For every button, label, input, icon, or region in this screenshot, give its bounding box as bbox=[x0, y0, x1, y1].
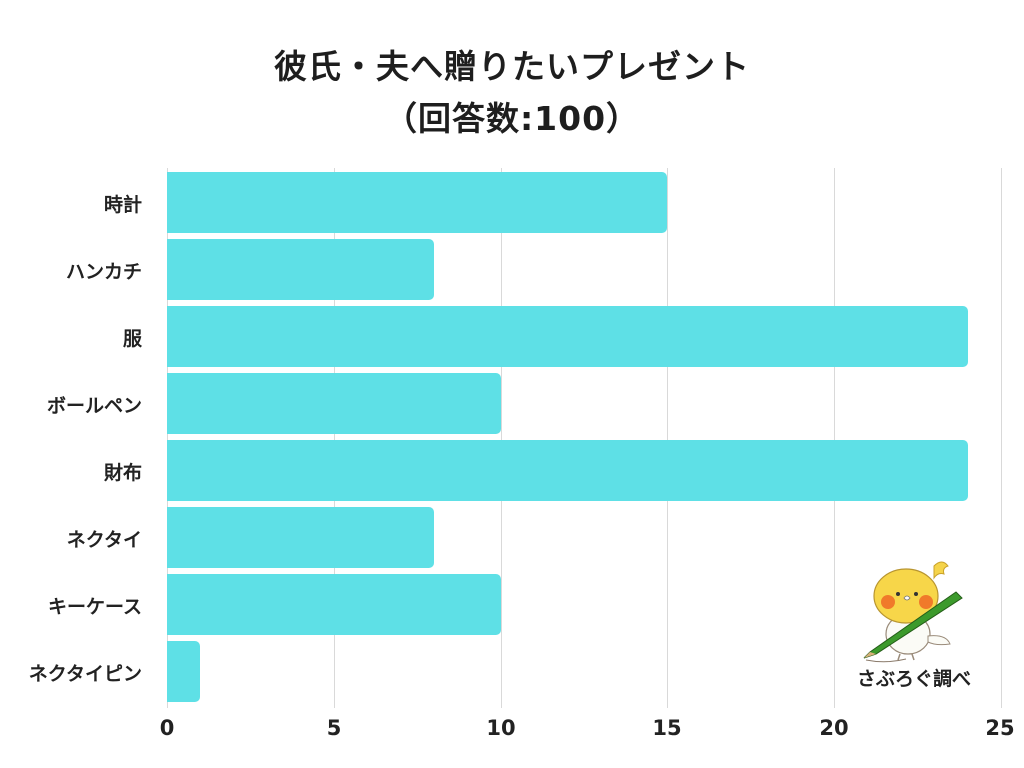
bar-wallet bbox=[167, 440, 968, 501]
cockatiel-mascot-icon bbox=[863, 561, 963, 663]
chart-subtitle: （回答数:100） bbox=[383, 99, 641, 138]
gridline bbox=[1001, 168, 1002, 708]
y-label: 財布 bbox=[103, 462, 142, 484]
x-tick: 5 bbox=[326, 716, 342, 740]
x-tick: 10 bbox=[486, 716, 516, 740]
bar-key-case bbox=[167, 574, 501, 635]
y-label: キーケース bbox=[47, 596, 142, 618]
bar-tie-pin bbox=[167, 641, 201, 702]
y-label: 服 bbox=[122, 328, 142, 350]
bar-handkerchief bbox=[167, 239, 434, 300]
y-label: ハンカチ bbox=[65, 261, 142, 283]
bar-clothes bbox=[167, 306, 968, 367]
bar-watch bbox=[167, 172, 668, 233]
y-label: 時計 bbox=[103, 194, 142, 216]
x-tick: 20 bbox=[819, 716, 849, 740]
x-tick: 25 bbox=[985, 716, 1015, 740]
x-tick: 15 bbox=[652, 716, 682, 740]
gridline bbox=[834, 168, 836, 708]
chart-title: 彼氏・夫へ贈りたいプレゼント bbox=[274, 47, 750, 86]
y-label: ネクタイピン bbox=[28, 663, 142, 685]
plot-area bbox=[167, 168, 1002, 708]
gridline bbox=[500, 168, 502, 708]
y-label: ボールペン bbox=[46, 395, 142, 417]
gridline bbox=[667, 168, 669, 708]
bar-necktie bbox=[167, 507, 434, 568]
gridline bbox=[333, 168, 335, 708]
y-label: ネクタイ bbox=[66, 529, 142, 551]
source-credit: さぶろぐ調べ bbox=[856, 668, 971, 690]
gridline bbox=[167, 168, 168, 708]
x-tick: 0 bbox=[159, 716, 175, 740]
bar-ballpoint-pen bbox=[167, 373, 501, 434]
